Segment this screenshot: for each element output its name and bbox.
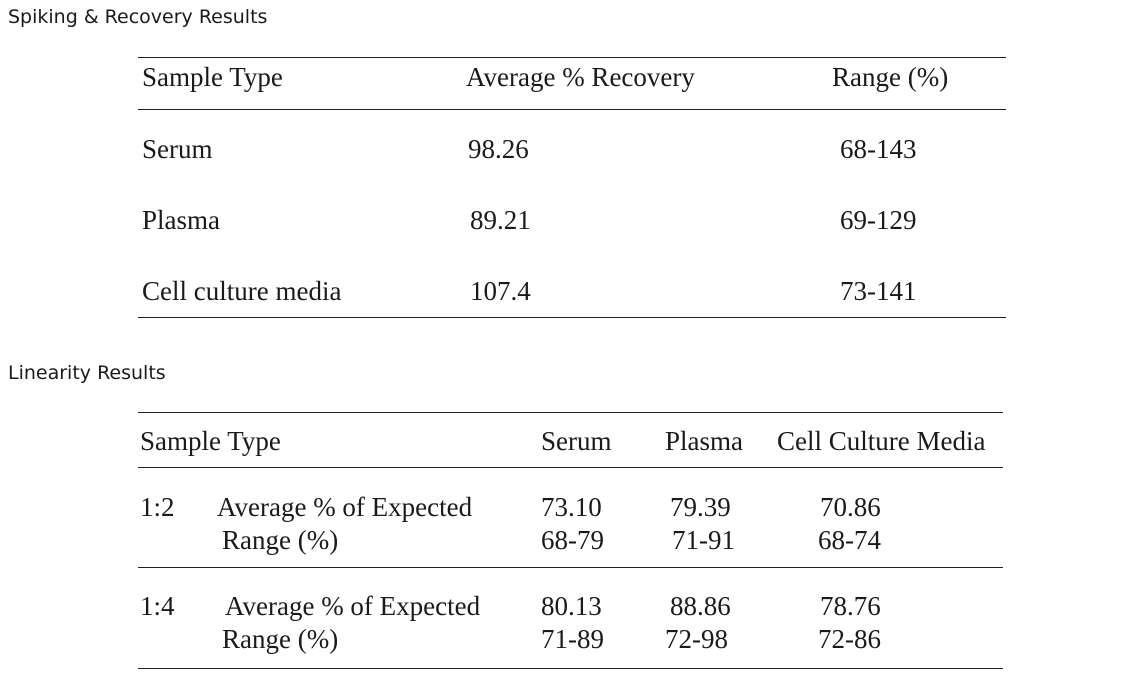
linearity-range-serum: 71-89 bbox=[541, 624, 604, 654]
linearity-dilution: 1:2 bbox=[140, 492, 175, 522]
linearity-range-serum: 68-79 bbox=[541, 525, 604, 555]
linearity-range-label: Range (%) bbox=[222, 624, 339, 654]
recovery-table: Sample Type Average % Recovery Range (%)… bbox=[0, 0, 1135, 340]
linearity-header-media: Cell Culture Media bbox=[777, 426, 986, 456]
recovery-table-bottom-rule bbox=[138, 317, 1006, 318]
linearity-group-rule bbox=[138, 567, 1003, 568]
recovery-row-sample: Cell culture media bbox=[142, 276, 342, 306]
linearity-range-media: 72-86 bbox=[818, 624, 881, 654]
recovery-row-sample: Serum bbox=[142, 134, 213, 164]
linearity-avg-serum: 73.10 bbox=[541, 492, 602, 522]
linearity-header-plasma: Plasma bbox=[665, 426, 743, 456]
linearity-header-rule bbox=[138, 467, 1003, 468]
linearity-avg-serum: 80.13 bbox=[541, 591, 602, 621]
recovery-row-average: 98.26 bbox=[468, 134, 529, 164]
linearity-table-top-rule bbox=[138, 412, 1003, 413]
recovery-row-average: 89.21 bbox=[470, 205, 531, 235]
linearity-table-bottom-rule bbox=[138, 668, 1003, 669]
recovery-header-sample-type: Sample Type bbox=[142, 62, 283, 92]
linearity-header-sample-type: Sample Type bbox=[140, 426, 281, 456]
linearity-avg-plasma: 88.86 bbox=[670, 591, 731, 621]
linearity-section-title: Linearity Results bbox=[8, 362, 166, 384]
recovery-row-range: 73-141 bbox=[840, 276, 917, 306]
linearity-avg-media: 78.76 bbox=[820, 591, 881, 621]
recovery-header-range: Range (%) bbox=[832, 62, 949, 92]
recovery-row-average: 107.4 bbox=[470, 276, 531, 306]
linearity-range-plasma: 71-91 bbox=[672, 525, 735, 555]
recovery-section-title: Spiking & Recovery Results bbox=[8, 6, 268, 28]
linearity-range-media: 68-74 bbox=[818, 525, 881, 555]
linearity-dilution: 1:4 bbox=[140, 591, 175, 621]
recovery-row-range: 69-129 bbox=[840, 205, 917, 235]
linearity-avg-media: 70.86 bbox=[820, 492, 881, 522]
linearity-avg-label: Average % of Expected bbox=[217, 492, 473, 522]
linearity-range-label: Range (%) bbox=[222, 525, 339, 555]
linearity-range-plasma: 72-98 bbox=[665, 624, 728, 654]
linearity-header-serum: Serum bbox=[541, 426, 612, 456]
recovery-table-top-rule bbox=[138, 57, 1006, 58]
linearity-avg-plasma: 79.39 bbox=[670, 492, 731, 522]
recovery-row-sample: Plasma bbox=[142, 205, 220, 235]
recovery-header-rule bbox=[138, 109, 1006, 110]
recovery-row-range: 68-143 bbox=[840, 134, 917, 164]
linearity-avg-label: Average % of Expected bbox=[225, 591, 481, 621]
recovery-header-average: Average % Recovery bbox=[466, 62, 695, 92]
